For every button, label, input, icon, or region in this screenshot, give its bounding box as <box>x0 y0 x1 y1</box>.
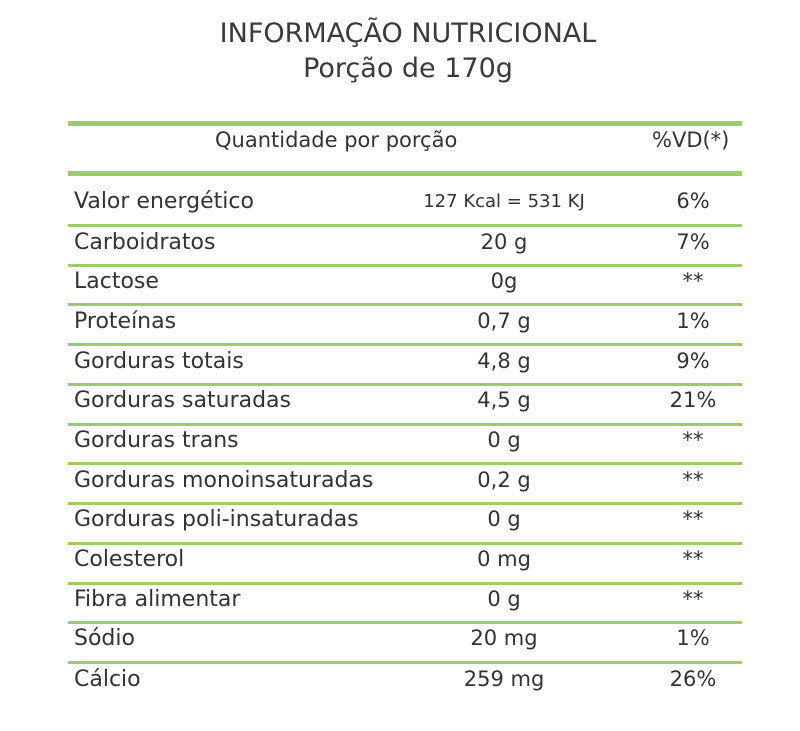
row-divider <box>68 423 742 426</box>
nutrient-row-saturated-fat: Gorduras saturadas 4,5 g 21% <box>68 382 742 422</box>
nutrient-vd: 26% <box>669 667 717 691</box>
row-divider <box>68 582 742 585</box>
nutrient-row-lactose: Lactose 0g ** <box>68 263 742 303</box>
nutrient-row-protein: Proteínas 0,7 g 1% <box>68 303 742 343</box>
nutrient-amount: 4,5 g <box>477 388 531 412</box>
nutrient-vd: 21% <box>669 388 717 412</box>
nutrient-name: Gorduras monoinsaturadas <box>74 468 374 493</box>
row-divider <box>68 383 742 386</box>
nutrient-row-cholesterol: Colesterol 0 mg ** <box>68 541 742 581</box>
nutrient-vd: ** <box>682 269 704 293</box>
nutrient-amount: 0 g <box>487 428 521 452</box>
nutrient-row-carbs: Carboidratos 20 g 7% <box>68 224 742 264</box>
nutrient-amount: 0,2 g <box>477 468 531 492</box>
row-divider <box>68 343 742 346</box>
quantity-header: Quantidade por porção <box>215 128 458 152</box>
serving-size-title: Porção de 170g <box>303 53 513 84</box>
nutrient-name: Colesterol <box>74 547 185 572</box>
nutrient-amount: 0 g <box>487 507 521 531</box>
nutrient-amount: 0g <box>490 269 518 293</box>
row-divider <box>68 462 742 465</box>
nutrient-vd: ** <box>682 587 704 611</box>
nutrient-amount: 4,8 g <box>477 349 531 373</box>
row-divider <box>68 264 742 267</box>
row-divider <box>68 303 742 306</box>
header-rule <box>68 171 742 176</box>
nutrient-row-calcium: Cálcio 259 mg 26% <box>68 661 742 701</box>
nutrient-name: Carboidratos <box>74 230 216 255</box>
nutrient-row-energy: Valor energético 127 Kcal = 531 KJ 6% <box>68 183 742 223</box>
nutrient-row-trans-fat: Gorduras trans 0 g ** <box>68 422 742 462</box>
table-title: INFORMAÇÃO NUTRICIONAL <box>219 18 597 49</box>
row-divider <box>68 542 742 545</box>
nutrient-name: Fibra alimentar <box>74 587 241 612</box>
nutrient-name: Gorduras totais <box>74 349 244 374</box>
vd-header: %VD(*) <box>652 128 730 152</box>
nutrient-vd: 9% <box>676 349 710 373</box>
nutrient-amount: 127 Kcal = 531 KJ <box>423 191 585 212</box>
nutrient-name: Lactose <box>74 269 159 294</box>
nutrient-amount: 20 mg <box>470 626 538 650</box>
nutrient-row-polyunsaturated-fat: Gorduras poli-insaturadas 0 g ** <box>68 501 742 541</box>
nutrient-row-monounsaturated-fat: Gorduras monoinsaturadas 0,2 g ** <box>68 462 742 502</box>
nutrient-name: Gorduras trans <box>74 428 239 453</box>
row-divider <box>68 224 742 227</box>
nutrient-vd: ** <box>682 428 704 452</box>
nutrient-name: Valor energético <box>74 189 254 214</box>
nutrient-vd: ** <box>682 468 704 492</box>
nutrient-vd: ** <box>682 507 704 531</box>
row-divider <box>68 661 742 664</box>
nutrient-row-sodium: Sódio 20 mg 1% <box>68 620 742 660</box>
nutrient-name: Proteínas <box>74 309 177 334</box>
nutrient-name: Gorduras poli-insaturadas <box>74 507 359 532</box>
nutrient-amount: 0 mg <box>477 547 531 571</box>
nutrient-vd: 6% <box>676 189 710 213</box>
nutrient-vd: ** <box>682 547 704 571</box>
nutrient-amount: 0,7 g <box>477 309 531 333</box>
row-divider <box>68 621 742 624</box>
nutrient-name: Cálcio <box>74 667 141 692</box>
nutrient-amount: 0 g <box>487 587 521 611</box>
nutrient-row-total-fat: Gorduras totais 4,8 g 9% <box>68 343 742 383</box>
nutrient-name: Sódio <box>74 626 135 651</box>
top-rule <box>68 121 742 126</box>
nutrient-vd: 1% <box>676 626 710 650</box>
nutrient-vd: 7% <box>676 230 710 254</box>
nutrient-row-fiber: Fibra alimentar 0 g ** <box>68 581 742 621</box>
nutrient-vd: 1% <box>676 309 710 333</box>
row-divider <box>68 502 742 505</box>
nutrient-amount: 259 mg <box>463 667 545 691</box>
nutrient-amount: 20 g <box>480 230 528 254</box>
nutrient-name: Gorduras saturadas <box>74 388 292 413</box>
